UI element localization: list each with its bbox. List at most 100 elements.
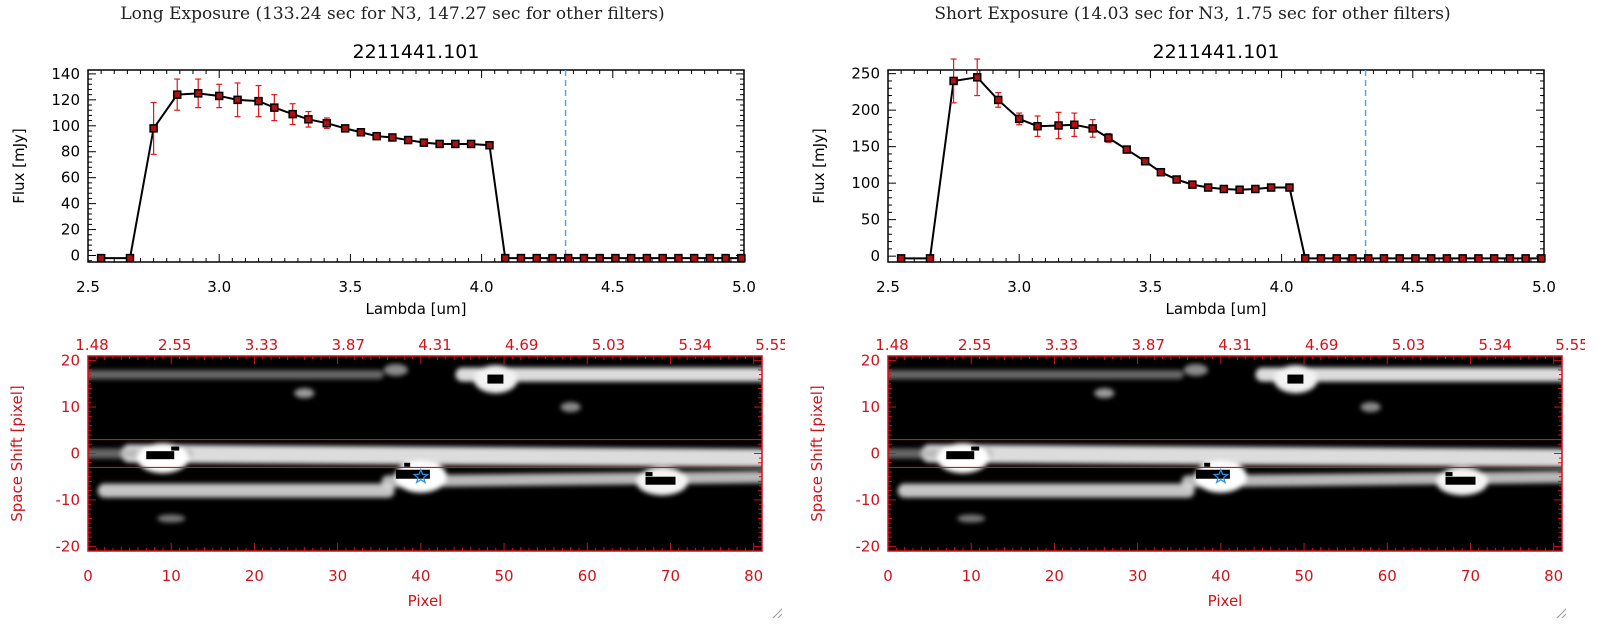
chart-title: 2211441.101 (1153, 41, 1280, 63)
faint-blob (560, 402, 581, 413)
x-tick-label: 30 (328, 567, 347, 585)
x-tick-label: 2.5 (76, 278, 100, 296)
x-tick-label: 3.5 (338, 278, 362, 296)
data-point (466, 139, 476, 149)
data-point (532, 253, 541, 263)
panel-title: Short Exposure (14.03 sec for N3, 1.75 s… (934, 4, 1451, 24)
data-point (1251, 184, 1260, 194)
data-point (1054, 121, 1063, 130)
spectrum-chart: 2211441.101 2.5 3.0 3.5 4.0 4.5 5.0 0 50 100 150 20… (810, 41, 1556, 318)
saturated-pixel (971, 446, 980, 451)
saturated-pixel (645, 472, 653, 477)
data-point (149, 124, 158, 133)
x-tick-label: 0 (883, 567, 893, 585)
y-tick-label: 100 (51, 117, 80, 135)
top-tick-label: 1.48 (875, 336, 908, 354)
y-tick-label: 120 (51, 91, 80, 109)
faint-blob (957, 514, 986, 523)
x-tick-label: 60 (578, 567, 597, 585)
y-tick-label: -20 (856, 537, 881, 555)
panel-title: Long Exposure (133.24 sec for N3, 147.27… (120, 4, 665, 24)
data-point (356, 128, 366, 137)
data-point (125, 253, 135, 263)
x-tick-label: 10 (962, 567, 981, 585)
faint-blob (157, 514, 186, 523)
chart-title: 2211441.101 (353, 41, 480, 63)
x-tick-label: 0 (83, 567, 93, 585)
x-tick-label: 20 (1045, 567, 1064, 585)
spectral-image: 0 10 20 30 40 50 60 70 80 1.48 2.55 3.33 3.87 4.31 4.6… (8, 336, 785, 610)
data-point (1489, 254, 1499, 263)
data-point (388, 133, 397, 142)
data-point (1458, 254, 1467, 263)
data-point (972, 73, 982, 82)
data-point (737, 253, 746, 263)
y-tick-label: -10 (856, 491, 881, 509)
data-point (254, 96, 263, 106)
series-line (901, 76, 1542, 260)
x-axis-label: Pixel (1208, 592, 1243, 610)
data-point (485, 140, 494, 150)
y-tick-label: 80 (61, 143, 80, 161)
faint-blob (1094, 388, 1115, 399)
data-point (1203, 183, 1213, 192)
y-tick-label: 20 (61, 221, 80, 239)
saturated-pixel (1445, 472, 1453, 477)
top-tick-label: 1.48 (75, 336, 108, 354)
data-point (1070, 120, 1079, 130)
x-tick-label: 30 (1128, 567, 1147, 585)
y-tick-label: 40 (61, 195, 80, 213)
data-point (270, 103, 279, 112)
top-tick-label: 3.33 (1045, 336, 1078, 354)
top-tick-label: 4.69 (505, 336, 538, 354)
top-tick-label: 3.87 (332, 336, 365, 354)
data-point (96, 253, 106, 263)
resize-grip-icon[interactable] (1554, 606, 1566, 618)
data-point (705, 253, 715, 263)
data-point (1088, 124, 1097, 133)
streak-main (920, 444, 1562, 467)
faint-blob (383, 363, 408, 376)
x-tick-label: 40 (411, 567, 430, 585)
x-tick-label: 4.5 (601, 278, 625, 296)
top-tick-label: 5.03 (592, 336, 625, 354)
x-tick-label: 50 (1295, 567, 1314, 585)
data-point (1235, 185, 1244, 194)
data-point (1363, 254, 1373, 263)
resize-grip-icon[interactable] (770, 606, 782, 618)
x-tick-label: 80 (744, 567, 763, 585)
data-point (1426, 254, 1436, 263)
top-tick-label: 2.55 (958, 336, 991, 354)
data-point (1014, 114, 1024, 124)
streak-main (120, 444, 762, 467)
x-tick-label: 80 (1544, 567, 1563, 585)
data-point (1442, 254, 1452, 263)
data-point (689, 253, 699, 263)
data-point (1140, 157, 1150, 166)
data-point (1104, 133, 1113, 143)
data-point (1474, 254, 1483, 263)
data-point (233, 95, 242, 105)
data-point (993, 95, 1003, 105)
y-tick-label: 200 (851, 101, 880, 119)
top-tick-label: 3.33 (245, 336, 278, 354)
x-tick-label: 4.0 (470, 278, 494, 296)
x-tick-label: 70 (1461, 567, 1480, 585)
spectral-image: 0 10 20 30 40 50 60 70 80 1.48 2.55 3.33 3.87 4.31 4.6… (808, 336, 1585, 610)
y-tick-label: 0 (870, 247, 880, 265)
top-tick-label: 5.03 (1392, 336, 1425, 354)
y-axis-label: Space Shift [pixel] (8, 385, 26, 522)
data-point (304, 115, 313, 124)
y-tick-label: 0 (70, 247, 80, 265)
saturated-pixel (645, 476, 676, 485)
top-tick-label: 4.69 (1305, 336, 1338, 354)
data-point (1332, 254, 1341, 263)
data-point (563, 253, 573, 263)
x-tick-label: 40 (1211, 567, 1230, 585)
data-point (925, 254, 935, 263)
data-point (949, 76, 958, 86)
data-point (595, 253, 604, 263)
data-point (419, 138, 429, 147)
long-exposure-panel: Long Exposure (133.24 sec for N3, 147.27… (0, 0, 785, 630)
x-tick-label: 4.0 (1270, 278, 1294, 296)
